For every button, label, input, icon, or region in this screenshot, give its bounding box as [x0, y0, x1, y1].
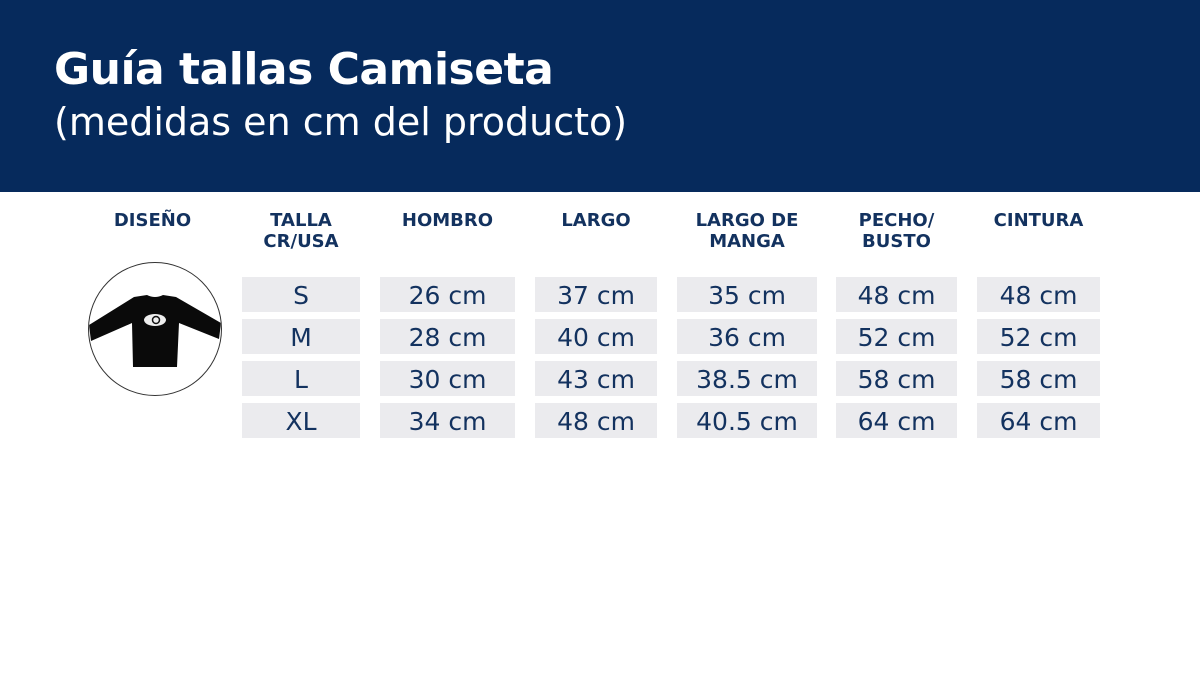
column-header-line: TALLA — [270, 210, 332, 231]
table-cell: 40.5 cm — [677, 403, 817, 438]
table-cell: 48 cm — [977, 277, 1100, 312]
column-header: LARGO DE MANGA — [677, 210, 817, 252]
column-header-line: PECHO/ — [858, 210, 935, 231]
table-cell: 37 cm — [535, 277, 657, 312]
page-title: Guía tallas Camiseta — [54, 44, 554, 95]
column-header: CINTURA — [977, 210, 1100, 231]
table-cell: XL — [242, 403, 360, 438]
column-header-line: LARGO DE — [695, 210, 799, 231]
table-cell: 58 cm — [836, 361, 957, 396]
shirt-icon — [89, 295, 221, 367]
table-cell: 58 cm — [977, 361, 1100, 396]
table-cell: 38.5 cm — [677, 361, 817, 396]
column-header-line: LARGO — [561, 210, 631, 231]
table-cell: 52 cm — [836, 319, 957, 354]
shirt-design-image — [88, 262, 222, 396]
column-header: LARGO — [535, 210, 657, 231]
table-cell: S — [242, 277, 360, 312]
table-cell: 28 cm — [380, 319, 515, 354]
table-cell: 30 cm — [380, 361, 515, 396]
column-header-line: CINTURA — [993, 210, 1084, 231]
table-cell: 48 cm — [836, 277, 957, 312]
column-header: HOMBRO — [380, 210, 515, 231]
column-header-line: HOMBRO — [401, 210, 494, 231]
column-header-line: CR/USA — [263, 231, 339, 252]
table-cell: 64 cm — [836, 403, 957, 438]
table-cell: 48 cm — [535, 403, 657, 438]
column-header-line: BUSTO — [862, 231, 931, 252]
table-cell: 64 cm — [977, 403, 1100, 438]
table-cell: 35 cm — [677, 277, 817, 312]
page-subtitle: (medidas en cm del producto) — [54, 100, 628, 144]
table-cell: 26 cm — [380, 277, 515, 312]
table-cell: 40 cm — [535, 319, 657, 354]
column-header-line: DISEÑO — [113, 210, 192, 231]
header-banner: Guía tallas Camiseta (medidas en cm del … — [0, 0, 1200, 192]
table-cell: M — [242, 319, 360, 354]
column-header: DISEÑO — [90, 210, 215, 231]
column-header-line: MANGA — [709, 231, 785, 252]
table-cell: 36 cm — [677, 319, 817, 354]
table-cell: 43 cm — [535, 361, 657, 396]
column-header: TALLA CR/USA — [242, 210, 360, 252]
table-cell: 34 cm — [380, 403, 515, 438]
table-cell: L — [242, 361, 360, 396]
column-header: PECHO/BUSTO — [836, 210, 957, 252]
table-cell: 52 cm — [977, 319, 1100, 354]
